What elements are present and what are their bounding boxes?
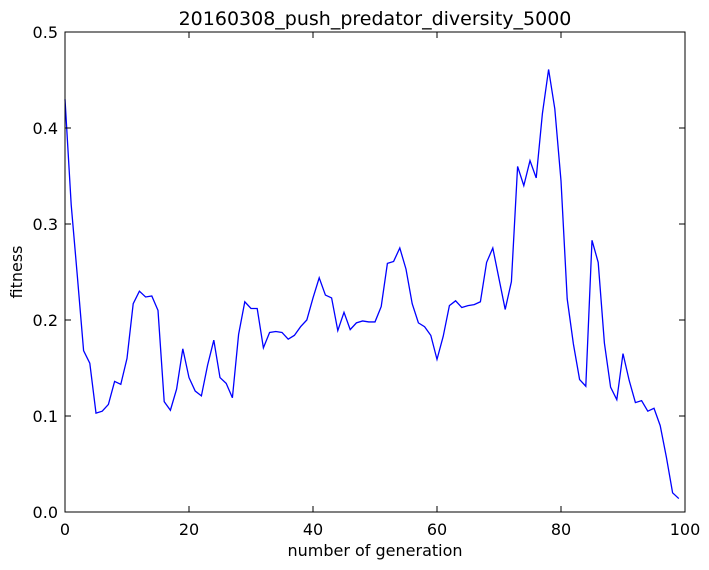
x-tick-label: 100 — [670, 520, 701, 539]
y-axis-label: fitness — [7, 245, 26, 298]
y-tick-label: 0.4 — [33, 119, 58, 138]
chart-title: 20160308_push_predator_diversity_5000 — [179, 8, 572, 30]
y-tick-label: 0.1 — [33, 407, 58, 426]
x-tick-label: 60 — [427, 520, 447, 539]
x-tick-label: 80 — [551, 520, 571, 539]
y-tick-label: 0.3 — [33, 215, 58, 234]
x-axis-label: number of generation — [287, 541, 462, 560]
y-tick-label: 0.5 — [33, 23, 58, 42]
x-tick-label: 40 — [303, 520, 323, 539]
y-tick-label: 0.0 — [33, 503, 58, 522]
plot-frame — [64, 31, 686, 513]
y-tick-label: 0.2 — [33, 311, 58, 330]
y-axis: 0.0 0.1 0.2 0.3 0.4 0.5 — [33, 23, 685, 522]
x-axis: 0 20 40 60 80 100 — [60, 32, 700, 539]
series-line — [64, 69, 680, 500]
x-tick-label: 20 — [179, 520, 199, 539]
data-series — [64, 69, 680, 500]
x-tick-label: 0 — [60, 520, 70, 539]
